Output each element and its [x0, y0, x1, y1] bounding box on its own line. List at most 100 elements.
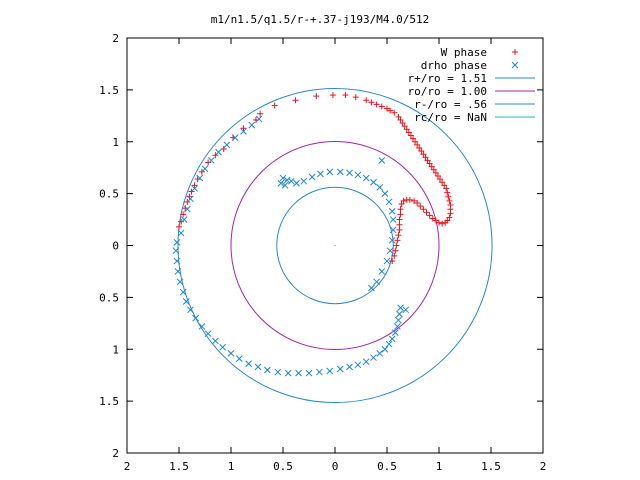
drho-phase-point — [293, 179, 300, 187]
drho-phase-point — [277, 179, 285, 187]
w-phase-point — [418, 148, 425, 155]
tick-labels: 2 1.5 1 0.5 0 0.5 1 1.5 221.510.500.511.52 — [99, 32, 546, 473]
w-phase-point — [414, 141, 421, 148]
drho-phase-point — [279, 174, 287, 182]
x-tick-label: 1 — [436, 460, 443, 473]
w-phase-point — [191, 182, 198, 189]
drho-phase-point — [255, 115, 263, 123]
w-phase-point — [420, 151, 427, 158]
w-phase-point — [395, 113, 402, 120]
w-phase-point — [389, 258, 396, 265]
drho-phase-point — [254, 363, 262, 371]
drho-phase-point — [212, 337, 219, 345]
drho-phase-point — [281, 181, 289, 189]
drho-phase-point — [373, 278, 380, 286]
w-phase-point — [405, 129, 412, 136]
drho-phase-point — [381, 345, 389, 353]
drho-phase-point — [362, 358, 370, 366]
w-phase-point — [292, 97, 299, 104]
drho-phase-point — [378, 268, 386, 275]
w-phase-point — [182, 205, 189, 212]
x-tick-label: 0.5 — [273, 460, 293, 473]
w-phase-point — [443, 185, 450, 192]
x-tick-label: 1 — [228, 460, 235, 473]
w-phase-point — [445, 193, 452, 200]
drho-phase-point — [305, 369, 313, 377]
w-phase-point — [417, 203, 424, 210]
w-phase-point — [397, 116, 404, 123]
center-dot — [334, 244, 336, 247]
w-phase-point — [396, 226, 403, 233]
drho-phase-point — [248, 121, 256, 129]
drho-phase-point — [177, 229, 185, 237]
drho-phase-point — [172, 247, 180, 255]
drho-phase-point — [180, 216, 188, 223]
y-tick-label: 1.5 — [99, 84, 119, 97]
w-phase-point — [220, 146, 227, 153]
w-phase-point — [363, 97, 370, 104]
drho-phase-point — [388, 236, 396, 244]
w-phase-point — [186, 193, 193, 200]
w-phase-point — [394, 237, 401, 244]
w-phase-point — [397, 211, 404, 218]
legend-label: ro/ro = 1.00 — [408, 85, 487, 98]
drho-phase-point — [173, 239, 181, 246]
tick-marks — [126, 37, 544, 454]
drho-phase-point — [308, 173, 316, 181]
drho-phase-point — [196, 174, 204, 182]
drho-phase-point — [182, 298, 190, 305]
drho-phase-point — [354, 171, 362, 179]
drho-phase-point — [219, 343, 227, 351]
drho-phase-point — [395, 316, 402, 324]
chart-title: m1/n1.5/q1.5/r-+.37-j193/M4.0/512 — [211, 13, 430, 26]
w-phase-point — [398, 201, 405, 207]
w-phase-point — [403, 126, 410, 133]
drho-phase-point — [173, 257, 181, 265]
drho-phase-point — [346, 169, 353, 177]
w-phase-point — [432, 217, 439, 224]
w-phase-point — [188, 188, 195, 195]
w-phase-point — [373, 101, 380, 108]
data-points — [172, 92, 454, 377]
w-phase-point — [428, 163, 435, 170]
w-phase-point — [439, 179, 446, 186]
drho-phase-point — [402, 306, 410, 314]
drho-phase-point — [368, 284, 375, 292]
drho-phase-point — [174, 268, 182, 275]
drho-phase-point — [389, 216, 397, 223]
drho-phase-point — [223, 141, 231, 149]
drho-phase-point — [317, 170, 324, 178]
y-tick-label: 1 — [112, 343, 119, 356]
drho-phase-point — [326, 367, 334, 375]
drho-phase-point — [394, 323, 401, 330]
drho-phase-point — [198, 323, 206, 330]
w-phase-point — [422, 154, 429, 161]
w-phase-point — [420, 206, 427, 213]
y-tick-label: 0.5 — [99, 291, 119, 304]
radius-circle — [177, 87, 493, 404]
drho-phase-point — [231, 134, 239, 141]
x-tick-label: 0.5 — [377, 460, 397, 473]
w-phase-point — [391, 109, 398, 116]
drho-phase-point — [362, 174, 370, 182]
w-phase-point — [446, 214, 453, 221]
w-phase-point — [399, 120, 406, 127]
w-phase-point — [436, 219, 442, 226]
w-phase-point — [387, 107, 394, 114]
w-phase-point — [257, 110, 264, 117]
y-tick-label: 0.5 — [99, 188, 119, 201]
w-phase-point — [423, 209, 430, 216]
radius-circle — [276, 186, 394, 305]
w-phase-point — [271, 102, 278, 109]
drho-phase-point — [376, 350, 384, 357]
w-phase-point — [391, 252, 398, 259]
w-phase-point — [393, 242, 400, 249]
x-tick-label: 1.5 — [169, 460, 189, 473]
x-tick-label: 2 — [124, 460, 131, 473]
drho-phase-point — [201, 165, 209, 173]
drho-phase-point — [235, 355, 243, 362]
drho-phase-point — [370, 354, 377, 361]
y-tick-label: 2 — [112, 447, 119, 460]
